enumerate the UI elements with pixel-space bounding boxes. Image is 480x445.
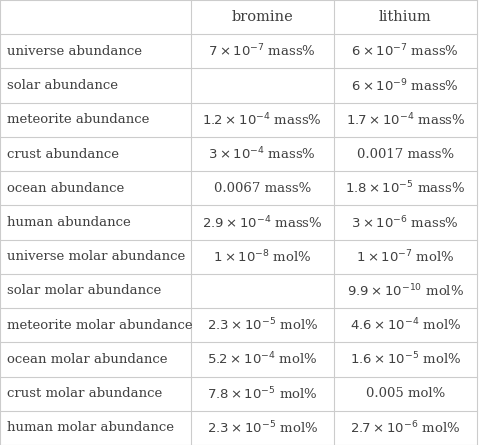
Text: $3\times10^{-6}$ mass%: $3\times10^{-6}$ mass%	[351, 214, 458, 231]
Text: universe abundance: universe abundance	[7, 45, 142, 58]
Text: meteorite abundance: meteorite abundance	[7, 113, 149, 126]
Text: $7\times10^{-7}$ mass%: $7\times10^{-7}$ mass%	[208, 43, 315, 60]
Text: solar abundance: solar abundance	[7, 79, 118, 92]
Text: $1.6\times10^{-5}$ mol%: $1.6\times10^{-5}$ mol%	[349, 351, 460, 368]
Text: 0.005 mol%: 0.005 mol%	[365, 387, 444, 400]
Text: meteorite molar abundance: meteorite molar abundance	[7, 319, 192, 332]
Text: $1.7\times10^{-4}$ mass%: $1.7\times10^{-4}$ mass%	[345, 112, 464, 128]
Text: $1\times10^{-7}$ mol%: $1\times10^{-7}$ mol%	[355, 248, 454, 265]
Text: $9.9\times10^{-10}$ mol%: $9.9\times10^{-10}$ mol%	[346, 283, 463, 299]
Text: universe molar abundance: universe molar abundance	[7, 250, 185, 263]
Text: $7.8\times10^{-5}$ mol%: $7.8\times10^{-5}$ mol%	[206, 385, 317, 402]
Text: lithium: lithium	[378, 10, 431, 24]
Text: human molar abundance: human molar abundance	[7, 421, 174, 434]
Text: 0.0017 mass%: 0.0017 mass%	[356, 148, 453, 161]
Text: $6\times10^{-7}$ mass%: $6\times10^{-7}$ mass%	[351, 43, 458, 60]
Text: $3\times10^{-4}$ mass%: $3\times10^{-4}$ mass%	[208, 146, 315, 162]
Text: $2.9\times10^{-4}$ mass%: $2.9\times10^{-4}$ mass%	[202, 214, 322, 231]
Text: solar molar abundance: solar molar abundance	[7, 284, 161, 297]
Text: $2.3\times10^{-5}$ mol%: $2.3\times10^{-5}$ mol%	[206, 317, 317, 333]
Text: crust molar abundance: crust molar abundance	[7, 387, 162, 400]
Text: ocean molar abundance: ocean molar abundance	[7, 353, 168, 366]
Text: ocean abundance: ocean abundance	[7, 182, 124, 195]
Text: $6\times10^{-9}$ mass%: $6\times10^{-9}$ mass%	[351, 77, 458, 94]
Text: bromine: bromine	[231, 10, 292, 24]
Text: $2.3\times10^{-5}$ mol%: $2.3\times10^{-5}$ mol%	[206, 420, 317, 436]
Text: 0.0067 mass%: 0.0067 mass%	[213, 182, 310, 195]
Text: $2.7\times10^{-6}$ mol%: $2.7\times10^{-6}$ mol%	[349, 420, 459, 436]
Text: $1.8\times10^{-5}$ mass%: $1.8\times10^{-5}$ mass%	[345, 180, 465, 197]
Text: human abundance: human abundance	[7, 216, 131, 229]
Text: $1.2\times10^{-4}$ mass%: $1.2\times10^{-4}$ mass%	[202, 112, 322, 128]
Text: $5.2\times10^{-4}$ mol%: $5.2\times10^{-4}$ mol%	[206, 351, 317, 368]
Text: $1\times10^{-8}$ mol%: $1\times10^{-8}$ mol%	[213, 248, 311, 265]
Text: crust abundance: crust abundance	[7, 148, 119, 161]
Text: $4.6\times10^{-4}$ mol%: $4.6\times10^{-4}$ mol%	[349, 317, 460, 333]
